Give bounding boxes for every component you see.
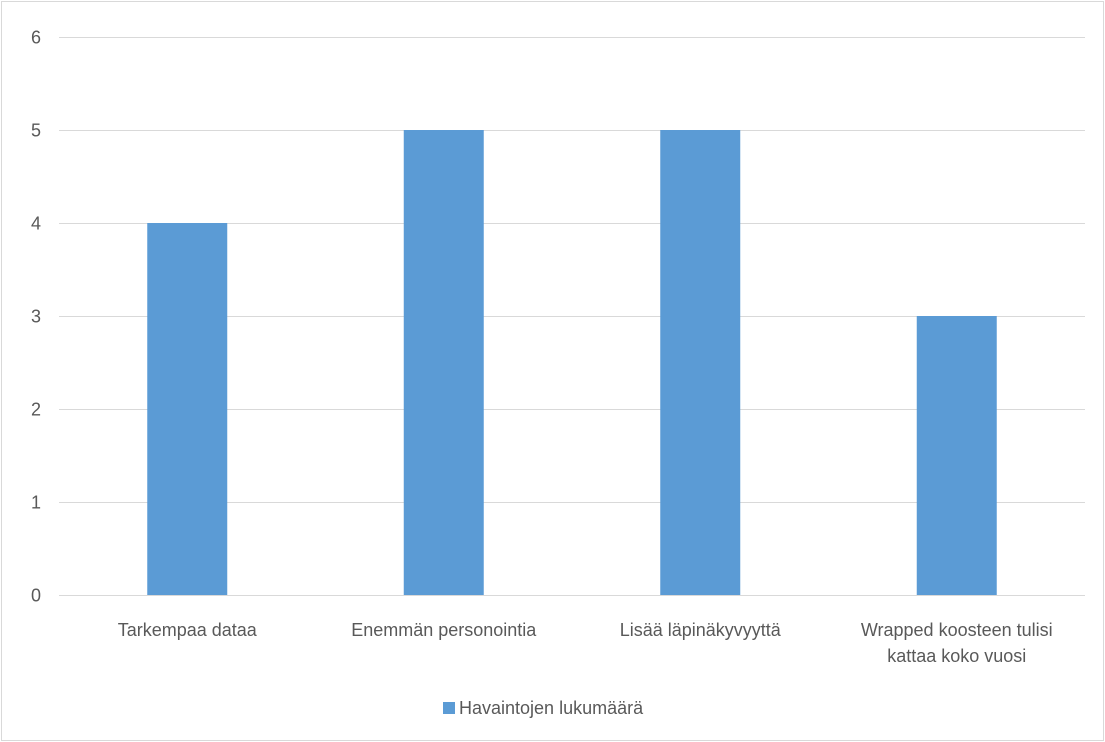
- legend: Havaintojen lukumäärä: [443, 698, 644, 718]
- y-tick-label: 2: [31, 400, 41, 420]
- bar: [916, 316, 997, 595]
- y-axis-ticks: 0 1 2 3 4 5 6: [31, 28, 41, 606]
- x-tick-label: Lisää läpinäkyvyyttä: [620, 620, 782, 640]
- legend-label: Havaintojen lukumäärä: [459, 698, 644, 718]
- y-tick-label: 5: [31, 121, 41, 141]
- legend-swatch: [443, 702, 455, 714]
- x-tick-label: Enemmän personointia: [351, 620, 537, 640]
- y-tick-label: 6: [31, 28, 41, 48]
- x-tick-label: Wrapped koosteen tulisi: [861, 620, 1053, 640]
- x-tick-label: kattaa koko vuosi: [887, 646, 1026, 666]
- y-tick-label: 3: [31, 307, 41, 327]
- bars: [147, 130, 997, 595]
- x-axis-ticks: Tarkempaa dataa Enemmän personointia Lisää…: [118, 620, 1053, 666]
- y-tick-label: 1: [31, 493, 41, 513]
- bar: [403, 130, 484, 595]
- gridlines: [59, 37, 1085, 596]
- bar: [660, 130, 741, 595]
- y-tick-label: 0: [31, 586, 41, 606]
- bar: [147, 223, 228, 595]
- y-tick-label: 4: [31, 214, 41, 234]
- x-tick-label: Tarkempaa dataa: [118, 620, 258, 640]
